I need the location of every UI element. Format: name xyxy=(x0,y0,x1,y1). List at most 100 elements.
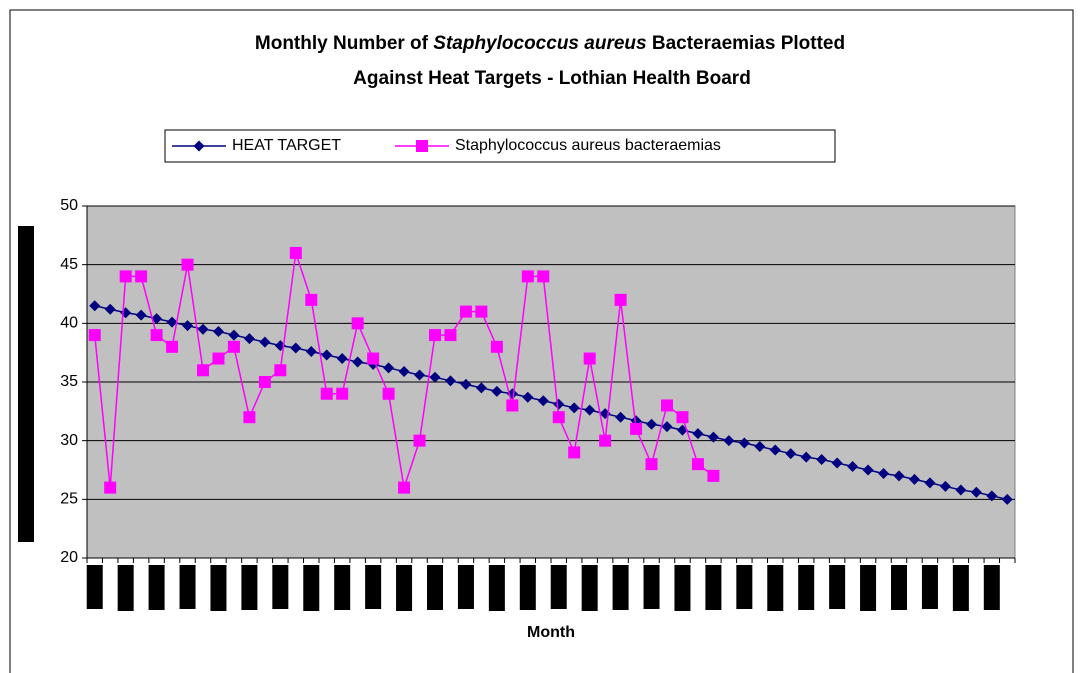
marker xyxy=(243,411,256,424)
chart-title: Against Heat Targets - Lothian Health Bo… xyxy=(353,68,751,89)
legend-label: HEAT TARGET xyxy=(232,137,341,154)
marker xyxy=(568,402,580,414)
marker xyxy=(939,480,951,492)
marker xyxy=(321,349,333,361)
marker xyxy=(166,340,179,353)
marker xyxy=(135,270,148,283)
x-tick-label-redacted xyxy=(303,565,320,611)
marker xyxy=(661,421,673,433)
marker xyxy=(259,336,271,348)
marker xyxy=(707,431,719,443)
marker xyxy=(475,382,487,394)
marker xyxy=(444,375,456,387)
title-part: Bacteraemias Plotted xyxy=(647,33,846,54)
marker xyxy=(289,246,302,259)
marker xyxy=(661,399,673,412)
marker xyxy=(785,448,797,460)
marker xyxy=(599,434,612,447)
y-axis-label-redacted xyxy=(18,226,34,542)
y-tick-label: 50 xyxy=(60,197,78,214)
x-tick-label-redacted xyxy=(272,565,289,609)
x-tick-label-redacted xyxy=(891,565,907,610)
marker xyxy=(537,395,549,407)
marker xyxy=(151,313,163,325)
x-tick-label-redacted xyxy=(860,565,877,611)
x-tick-label-redacted xyxy=(148,565,165,610)
marker xyxy=(352,356,364,368)
x-tick-label-redacted xyxy=(519,565,536,610)
marker xyxy=(459,305,472,318)
x-tick-label-redacted xyxy=(921,565,938,609)
marker xyxy=(182,320,194,332)
marker xyxy=(89,300,101,312)
y-tick-label: 45 xyxy=(60,256,78,273)
marker xyxy=(878,468,890,480)
x-tick-label-redacted xyxy=(334,565,351,610)
x-tick-label-redacted xyxy=(581,565,598,611)
marker xyxy=(970,486,982,498)
marker xyxy=(738,437,750,449)
marker xyxy=(274,364,287,377)
y-tick-label: 40 xyxy=(60,315,78,332)
marker xyxy=(258,376,271,388)
marker xyxy=(104,303,116,315)
marker xyxy=(398,481,411,494)
marker xyxy=(460,378,472,390)
marker xyxy=(646,418,658,430)
marker xyxy=(583,352,596,365)
marker xyxy=(212,326,224,338)
marker xyxy=(166,316,178,328)
marker xyxy=(367,352,380,365)
y-tick-label: 30 xyxy=(60,432,78,449)
marker xyxy=(831,457,843,469)
y-tick-label: 35 xyxy=(60,373,78,390)
marker xyxy=(290,342,302,354)
x-tick-label-redacted xyxy=(86,565,103,609)
marker xyxy=(429,371,441,383)
marker xyxy=(568,446,581,459)
marker xyxy=(630,422,643,435)
marker xyxy=(692,428,704,440)
marker xyxy=(197,323,209,335)
x-tick-label-redacted xyxy=(612,565,629,610)
marker xyxy=(336,353,348,365)
marker xyxy=(414,369,426,381)
marker xyxy=(351,317,364,330)
legend-marker xyxy=(193,140,205,152)
marker xyxy=(553,398,565,410)
marker xyxy=(614,293,627,306)
marker xyxy=(104,481,117,494)
x-axis-label: Month xyxy=(527,624,575,641)
marker xyxy=(986,490,998,502)
marker xyxy=(800,451,812,463)
marker xyxy=(769,444,781,456)
marker xyxy=(336,387,349,400)
marker xyxy=(413,434,426,447)
marker xyxy=(429,329,441,342)
marker xyxy=(615,411,627,423)
x-tick-label-redacted xyxy=(952,565,969,611)
x-tick-label-redacted xyxy=(767,565,784,611)
x-tick-label-redacted xyxy=(705,565,722,610)
marker xyxy=(150,329,163,342)
x-tick-label-redacted xyxy=(179,565,196,609)
marker xyxy=(305,345,317,357)
legend-marker xyxy=(416,140,428,152)
x-tick-label-redacted xyxy=(241,565,258,610)
marker xyxy=(227,340,240,353)
marker xyxy=(847,460,859,472)
title-part: Monthly Number of xyxy=(255,33,433,54)
x-tick-label-redacted xyxy=(117,565,134,611)
marker xyxy=(181,258,194,271)
marker xyxy=(383,362,395,374)
title-part: Staphylococcus aureus xyxy=(433,33,646,54)
chart-title: Monthly Number of Staphylococcus aureus … xyxy=(255,33,845,54)
marker xyxy=(506,399,519,412)
marker xyxy=(1001,493,1013,505)
marker xyxy=(908,473,920,485)
marker xyxy=(676,411,689,424)
marker xyxy=(228,329,240,341)
marker xyxy=(707,469,720,482)
x-tick-label-redacted xyxy=(365,565,382,609)
